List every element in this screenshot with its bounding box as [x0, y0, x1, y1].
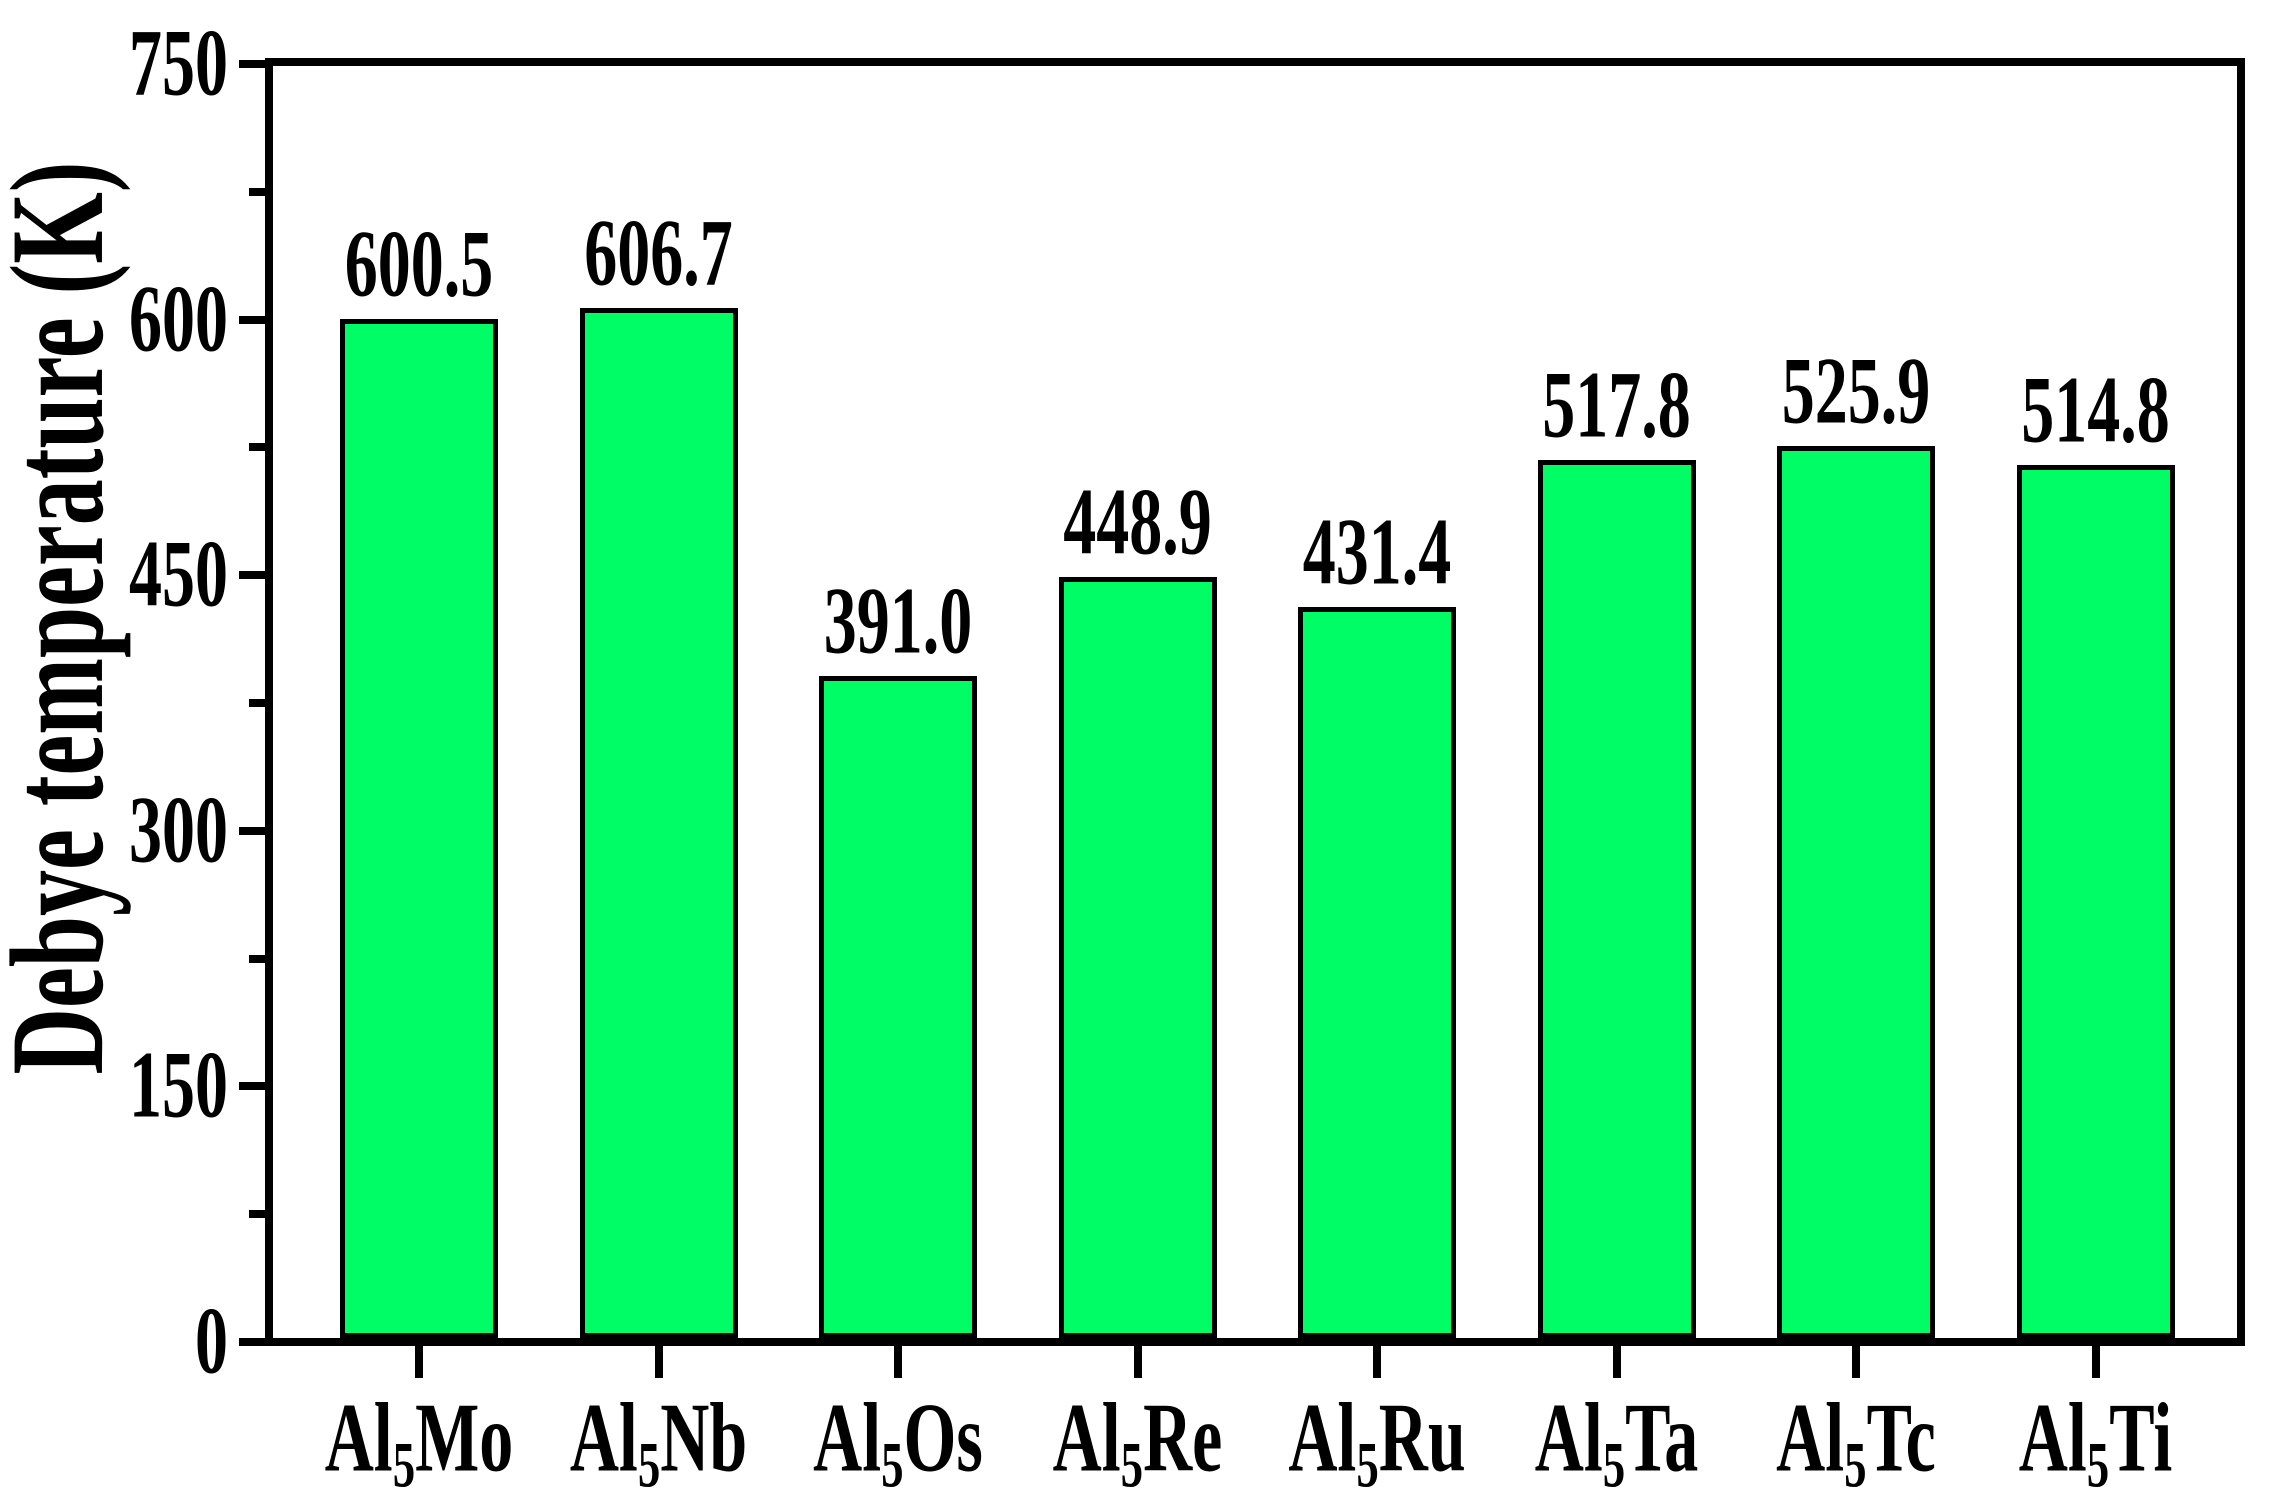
x-category-label: Al5Os: [813, 1382, 983, 1501]
bar: [1058, 577, 1217, 1338]
x-tick: [894, 1346, 902, 1378]
y-tick-label: 0: [195, 1288, 228, 1395]
x-category-subscript: 5: [881, 1428, 904, 1501]
x-tick: [415, 1346, 423, 1378]
bar: [340, 318, 498, 1338]
y-tick-label: 300: [129, 777, 228, 883]
y-minor-tick: [249, 1210, 269, 1219]
x-tick: [1852, 1346, 1860, 1378]
x-tick: [654, 1346, 663, 1378]
bar-value-label: 525.9: [1781, 338, 1931, 445]
y-major-tick: [239, 826, 269, 835]
y-major-tick: [239, 315, 269, 324]
bar-value-label: 431.4: [1302, 499, 1452, 606]
x-category-subscript: 5: [1356, 1428, 1379, 1501]
y-major-tick: [239, 571, 269, 580]
x-category-subscript: 5: [1120, 1428, 1144, 1501]
y-minor-tick: [249, 443, 269, 452]
bar: [1537, 459, 1696, 1338]
x-category-label: Al5Nb: [569, 1382, 748, 1501]
plot-frame: [265, 58, 2245, 1346]
x-tick: [2091, 1346, 2100, 1378]
x-category-label: Al5Re: [1052, 1382, 1223, 1501]
bar-value-label: 514.8: [2021, 357, 2170, 464]
x-tick: [1612, 1346, 1621, 1378]
y-tick-label: 600: [129, 265, 228, 372]
bar-value-label: 448.9: [1063, 469, 1212, 576]
y-tick-label: 750: [129, 10, 228, 117]
x-category-subscript: 5: [637, 1428, 661, 1501]
x-category-label: Al5Ru: [1288, 1382, 1466, 1501]
bar: [1777, 445, 1935, 1338]
bar: [579, 308, 738, 1338]
y-minor-tick: [249, 954, 269, 963]
y-minor-tick: [249, 187, 269, 196]
x-category-subscript: 5: [392, 1428, 416, 1501]
bar-value-label: 391.0: [823, 568, 973, 675]
y-tick-label: 150: [129, 1032, 228, 1139]
y-major-tick: [239, 1338, 269, 1346]
bar-value-label: 517.8: [1542, 352, 1691, 459]
y-minor-tick: [249, 699, 269, 707]
x-category-label: Al5Mo: [324, 1382, 514, 1501]
bar: [819, 675, 977, 1338]
x-tick: [1373, 1346, 1381, 1378]
y-axis-title: Debye temperature (K): [0, 161, 131, 1075]
y-major-tick: [239, 1082, 269, 1091]
x-category-subscript: 5: [1844, 1428, 1867, 1501]
bar: [2016, 464, 2175, 1338]
x-category-subscript: 5: [1602, 1428, 1626, 1501]
x-category-subscript: 5: [2086, 1428, 2110, 1501]
bar: [1298, 606, 1456, 1338]
bar-value-label: 606.7: [584, 200, 733, 307]
y-major-tick: [239, 60, 269, 68]
x-category-label: Al5Tc: [1776, 1382, 1936, 1501]
x-tick: [1133, 1346, 1142, 1378]
x-category-label: Al5Ta: [1534, 1382, 1699, 1501]
bar-value-label: 600.5: [344, 211, 494, 318]
y-tick-label: 450: [129, 521, 228, 628]
x-category-label: Al5Ti: [2018, 1382, 2173, 1501]
